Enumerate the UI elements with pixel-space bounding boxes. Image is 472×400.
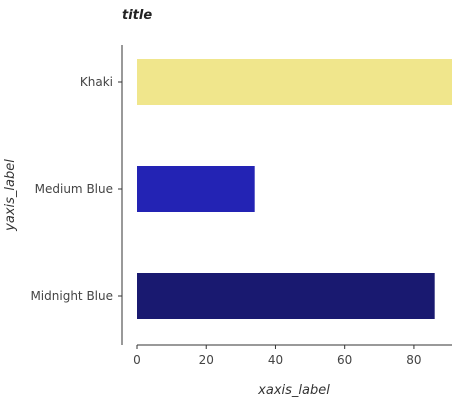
y-tick-label: Khaki (80, 75, 113, 89)
x-axis: 0 20 40 60 80 (133, 344, 452, 367)
x-tick-label: 0 (133, 353, 141, 367)
x-tick-label: 80 (406, 353, 421, 367)
bar-khaki (137, 59, 452, 105)
y-tick-label: Medium Blue (35, 182, 113, 196)
bar-midnight-blue (137, 273, 435, 319)
y-tick-label: Midnight Blue (30, 289, 113, 303)
y-axis-label: yaxis_label (3, 159, 18, 232)
y-axis: Midnight Blue Medium Blue Khaki (30, 45, 123, 345)
x-tick-label: 20 (199, 353, 214, 367)
bars-group (137, 59, 452, 319)
x-axis-label: xaxis_label (257, 383, 330, 398)
x-tick-label: 60 (337, 353, 352, 367)
x-tick-label: 40 (268, 353, 283, 367)
bar-medium-blue (137, 166, 255, 212)
chart-title: title (122, 8, 152, 23)
